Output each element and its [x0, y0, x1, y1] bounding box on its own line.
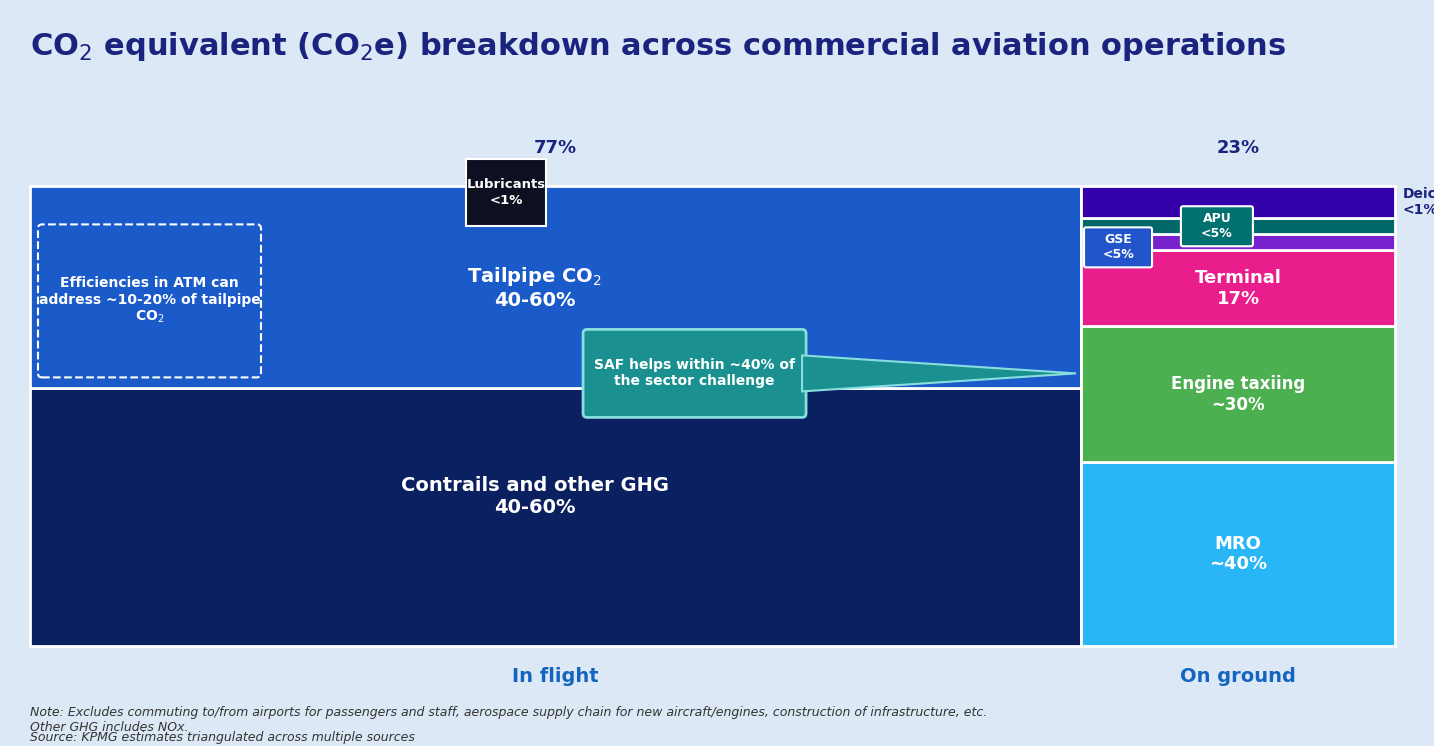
FancyBboxPatch shape: [1084, 228, 1152, 267]
Bar: [30, 389, 1081, 646]
Text: SAF helps within ~40% of
the sector challenge: SAF helps within ~40% of the sector chal…: [594, 358, 794, 389]
Text: APU
<5%: APU <5%: [1202, 213, 1233, 240]
Bar: [1081, 462, 1395, 646]
Text: Deicing
<1%: Deicing <1%: [1402, 187, 1434, 217]
FancyBboxPatch shape: [584, 330, 806, 418]
Text: Lubricants
<1%: Lubricants <1%: [466, 178, 546, 207]
Bar: [1081, 251, 1395, 326]
Bar: [1081, 218, 1395, 234]
Text: 77%: 77%: [533, 139, 576, 157]
Bar: [1081, 234, 1395, 251]
Text: Source: KPMG estimates triangulated across multiple sources: Source: KPMG estimates triangulated acro…: [30, 731, 414, 744]
Bar: [30, 186, 1081, 389]
Text: CO$_2$ equivalent (CO$_2$e) breakdown across commercial aviation operations: CO$_2$ equivalent (CO$_2$e) breakdown ac…: [30, 30, 1286, 63]
Bar: [1081, 326, 1395, 462]
Text: Note: Excludes commuting to/from airports for passengers and staff, aerospace su: Note: Excludes commuting to/from airport…: [30, 706, 987, 734]
Text: In flight: In flight: [512, 666, 599, 686]
Text: Tailpipe CO$_2$
40-60%: Tailpipe CO$_2$ 40-60%: [467, 265, 602, 310]
FancyBboxPatch shape: [37, 225, 261, 377]
Bar: [466, 159, 546, 226]
Text: Terminal
17%: Terminal 17%: [1195, 269, 1282, 308]
Text: GSE
<5%: GSE <5%: [1103, 233, 1134, 261]
Text: MRO
~40%: MRO ~40%: [1209, 535, 1268, 574]
Text: On ground: On ground: [1180, 666, 1296, 686]
Text: Contrails and other GHG
40-60%: Contrails and other GHG 40-60%: [400, 476, 668, 517]
Polygon shape: [802, 355, 1076, 392]
FancyBboxPatch shape: [1182, 206, 1253, 246]
Text: Efficiencies in ATM can
address ~10-20% of tailpipe
CO$_2$: Efficiencies in ATM can address ~10-20% …: [39, 277, 261, 325]
Text: 23%: 23%: [1216, 139, 1259, 157]
Text: Engine taxiing
~30%: Engine taxiing ~30%: [1172, 374, 1305, 413]
Bar: [1081, 186, 1395, 218]
